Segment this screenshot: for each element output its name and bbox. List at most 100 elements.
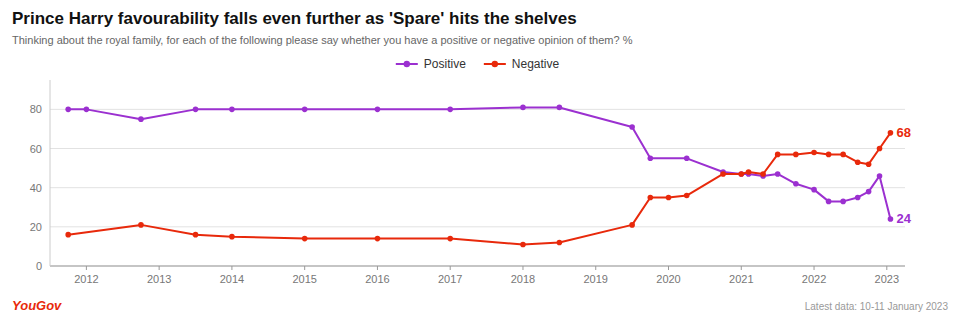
y-tick-label: 0 — [36, 260, 42, 272]
legend-item: Positive — [396, 57, 466, 71]
x-tick-label: 2023 — [875, 273, 899, 285]
point — [855, 159, 861, 165]
x-tick — [450, 266, 451, 270]
point — [520, 105, 526, 111]
point — [746, 169, 752, 175]
chart: Prince Harry favourability falls even fu… — [0, 0, 960, 320]
legend-label: Positive — [424, 57, 466, 71]
point — [811, 150, 817, 156]
footer: Latest data: 10-11 January 2023 — [805, 301, 949, 312]
x-tick — [741, 266, 742, 270]
end-label: 68 — [896, 125, 910, 140]
point — [629, 222, 635, 228]
x-tick-label: 2018 — [511, 273, 535, 285]
point — [793, 152, 799, 158]
point — [65, 232, 71, 238]
point — [557, 240, 563, 246]
end-label: 24 — [896, 211, 911, 226]
point — [811, 187, 817, 193]
point — [193, 107, 199, 113]
x-tick-label: 2017 — [438, 273, 462, 285]
point — [648, 195, 654, 201]
brand: YouGov — [12, 298, 62, 313]
grid — [50, 109, 905, 266]
x-tick-label: 2019 — [584, 273, 608, 285]
legend-item: Negative — [484, 57, 560, 71]
grid-line — [50, 148, 905, 149]
x-axis — [50, 266, 905, 267]
x-tick — [304, 266, 305, 270]
legend-marker — [492, 61, 498, 67]
point — [648, 156, 654, 162]
point — [684, 193, 690, 199]
point — [888, 216, 894, 222]
point — [760, 171, 766, 177]
point — [720, 171, 726, 177]
series-line — [68, 133, 890, 245]
x-tick-label: 2014 — [220, 273, 244, 285]
x-tick-label: 2022 — [802, 273, 826, 285]
point — [229, 234, 235, 240]
x-tick — [377, 266, 378, 270]
grid-line — [50, 187, 905, 188]
point — [302, 107, 308, 113]
point — [302, 236, 308, 242]
point — [229, 107, 235, 113]
point — [877, 173, 883, 179]
point — [557, 105, 563, 111]
series-line — [68, 107, 890, 219]
point — [840, 199, 846, 205]
point — [138, 116, 144, 122]
point — [840, 152, 846, 158]
grid-line — [50, 266, 905, 267]
point — [138, 222, 144, 228]
point — [447, 107, 453, 113]
x-tick-label: 2015 — [292, 273, 316, 285]
title: Prince Harry favourability falls even fu… — [12, 9, 577, 28]
x-tick — [595, 266, 596, 270]
y-axis — [50, 80, 51, 266]
x-tick — [159, 266, 160, 270]
x-tick — [522, 266, 523, 270]
point — [877, 146, 883, 152]
point — [375, 107, 381, 113]
point — [826, 152, 832, 158]
point — [193, 232, 199, 238]
subtitle: Thinking about the royal family, for eac… — [12, 34, 633, 46]
y-tick-label: 40 — [30, 182, 42, 194]
point — [855, 195, 861, 201]
x-tick-label: 2021 — [729, 273, 753, 285]
point — [447, 236, 453, 242]
point — [826, 199, 832, 205]
point — [793, 181, 799, 187]
x-tick — [886, 266, 887, 270]
x-tick — [814, 266, 815, 270]
x-tick-label: 2013 — [147, 273, 171, 285]
y-tick-label: 20 — [30, 221, 42, 233]
x-tick-label: 2016 — [365, 273, 389, 285]
legend-marker — [404, 61, 410, 67]
legend: Positive Negative — [396, 57, 560, 71]
point — [888, 130, 894, 136]
point — [738, 171, 744, 177]
x-tick-label: 2020 — [656, 273, 680, 285]
point — [775, 171, 781, 177]
x-tick — [668, 266, 669, 270]
point — [520, 242, 526, 248]
point — [629, 124, 635, 130]
x-tick-label: 2012 — [74, 273, 98, 285]
y-tick-label: 80 — [30, 103, 42, 115]
x-tick — [231, 266, 232, 270]
point — [684, 156, 690, 162]
point — [84, 107, 90, 113]
point — [866, 189, 872, 195]
y-tick-label: 60 — [30, 143, 42, 155]
grid-line — [50, 226, 905, 227]
point — [775, 152, 781, 158]
point — [866, 161, 872, 167]
point — [738, 171, 744, 177]
plot-area — [65, 105, 893, 248]
x-tick — [86, 266, 87, 270]
point — [375, 236, 381, 242]
point — [666, 195, 672, 201]
